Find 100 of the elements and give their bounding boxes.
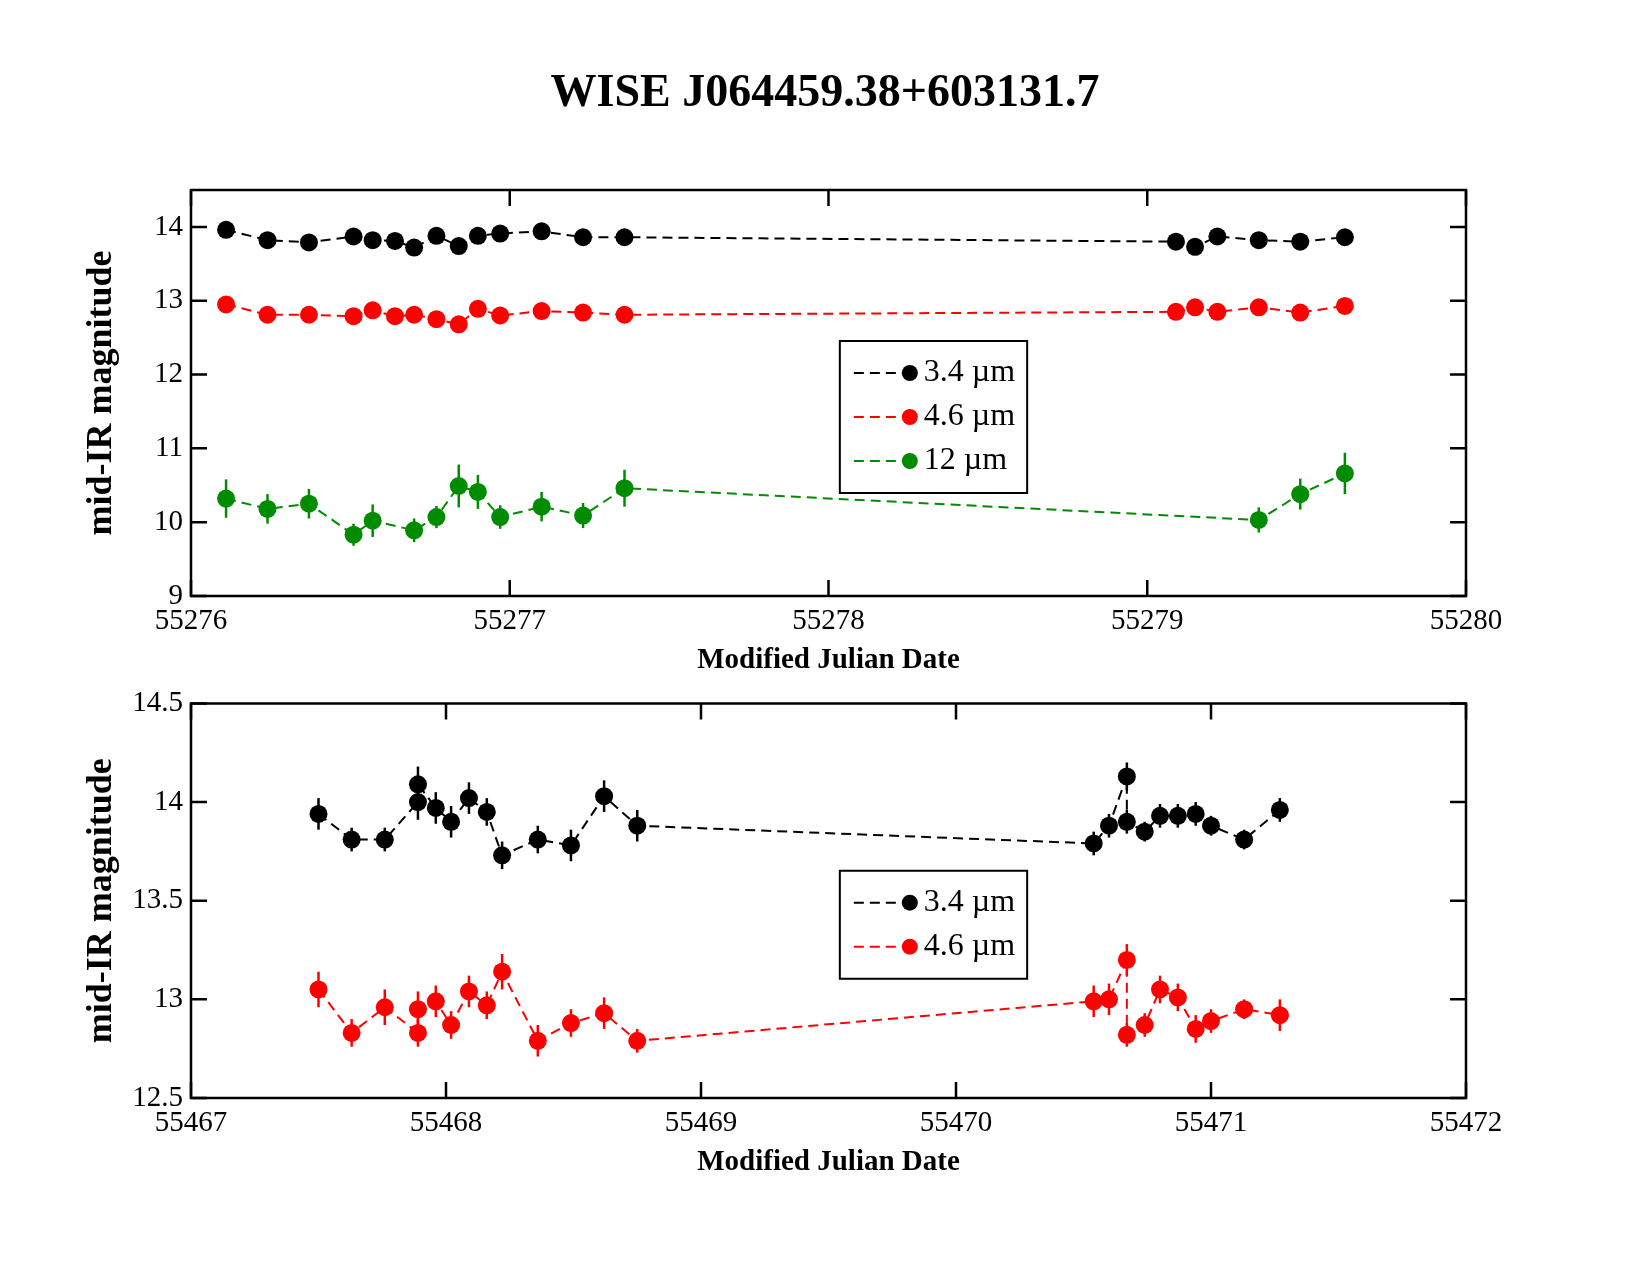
point bbox=[426, 992, 445, 1011]
point bbox=[1186, 298, 1205, 317]
legend-label: 3.4 µm bbox=[923, 882, 1016, 919]
point bbox=[299, 305, 318, 324]
point bbox=[408, 775, 427, 794]
point bbox=[427, 310, 446, 329]
point bbox=[217, 220, 236, 239]
point bbox=[449, 315, 468, 334]
point bbox=[1117, 767, 1136, 786]
x-tick-label: 55471 bbox=[1174, 1105, 1248, 1138]
point bbox=[491, 306, 510, 325]
point bbox=[574, 506, 593, 525]
point bbox=[344, 525, 363, 544]
point bbox=[1291, 485, 1310, 504]
point bbox=[258, 499, 277, 518]
point bbox=[1135, 822, 1154, 841]
point bbox=[342, 1023, 361, 1042]
point bbox=[375, 998, 394, 1017]
point bbox=[477, 996, 496, 1015]
point bbox=[477, 802, 496, 821]
point bbox=[299, 494, 318, 513]
point bbox=[408, 1023, 427, 1042]
y-tick-label: 10 bbox=[154, 503, 183, 536]
point bbox=[405, 521, 424, 540]
point bbox=[491, 224, 510, 243]
point bbox=[363, 301, 382, 320]
point bbox=[493, 962, 512, 981]
point bbox=[1084, 834, 1103, 853]
point bbox=[1186, 804, 1205, 823]
point bbox=[1249, 231, 1268, 250]
point bbox=[1166, 302, 1185, 321]
point bbox=[1335, 464, 1354, 483]
point bbox=[1100, 990, 1118, 1009]
point bbox=[468, 226, 487, 245]
point bbox=[258, 231, 277, 250]
point bbox=[1249, 510, 1268, 529]
point bbox=[363, 511, 382, 530]
point bbox=[375, 830, 394, 849]
point bbox=[1291, 232, 1310, 251]
point bbox=[258, 305, 277, 324]
point bbox=[449, 237, 468, 256]
point bbox=[299, 233, 318, 252]
point bbox=[1117, 1025, 1136, 1044]
point bbox=[1135, 1016, 1154, 1034]
point bbox=[405, 305, 424, 324]
x-tick-label: 55469 bbox=[664, 1105, 738, 1138]
point bbox=[344, 307, 363, 326]
point bbox=[493, 846, 512, 865]
point bbox=[1208, 227, 1227, 246]
legend-label: 12 µm bbox=[923, 440, 1008, 477]
point bbox=[1186, 237, 1205, 256]
y-tick-label: 13 bbox=[154, 282, 183, 315]
point bbox=[309, 804, 328, 823]
point bbox=[1168, 988, 1187, 1007]
point bbox=[615, 305, 634, 324]
point bbox=[1291, 303, 1310, 322]
point bbox=[386, 231, 404, 250]
point bbox=[574, 303, 593, 322]
point bbox=[1186, 1019, 1205, 1038]
point bbox=[1208, 302, 1227, 321]
point bbox=[468, 299, 487, 318]
y-tick-label: 13.5 bbox=[132, 882, 183, 915]
point bbox=[1335, 228, 1354, 247]
point bbox=[1166, 232, 1185, 251]
point bbox=[468, 482, 487, 501]
point bbox=[442, 1016, 461, 1034]
x-axis-title: Modified Julian Date bbox=[697, 1144, 960, 1177]
point bbox=[1235, 830, 1254, 849]
point bbox=[1202, 816, 1220, 835]
point bbox=[1202, 1012, 1220, 1031]
point bbox=[459, 982, 478, 1001]
point bbox=[426, 798, 445, 817]
x-tick-label: 55279 bbox=[1111, 603, 1184, 636]
point bbox=[595, 1004, 614, 1023]
point bbox=[1168, 806, 1187, 825]
point bbox=[595, 787, 614, 806]
legend-label: 4.6 µm bbox=[923, 926, 1016, 963]
point bbox=[408, 793, 427, 812]
point bbox=[344, 227, 363, 246]
point bbox=[427, 508, 446, 527]
point bbox=[1249, 298, 1268, 317]
point bbox=[1100, 816, 1118, 835]
point bbox=[1270, 1006, 1289, 1025]
y-tick-label: 11 bbox=[155, 429, 183, 462]
point bbox=[615, 228, 634, 247]
y-tick-label: 12 bbox=[154, 356, 183, 389]
x-tick-label: 55280 bbox=[1429, 603, 1503, 636]
point bbox=[1270, 800, 1289, 819]
x-tick-label: 55472 bbox=[1429, 1105, 1503, 1138]
point bbox=[561, 836, 580, 855]
point bbox=[1117, 812, 1136, 831]
point bbox=[427, 226, 446, 245]
point bbox=[532, 222, 551, 241]
point bbox=[217, 489, 236, 508]
point bbox=[217, 295, 236, 314]
point bbox=[532, 302, 551, 321]
chart-title: WISE J064459.38+603131.7 bbox=[549, 64, 1101, 118]
point bbox=[1335, 296, 1354, 315]
point bbox=[628, 816, 647, 835]
point bbox=[386, 307, 404, 326]
